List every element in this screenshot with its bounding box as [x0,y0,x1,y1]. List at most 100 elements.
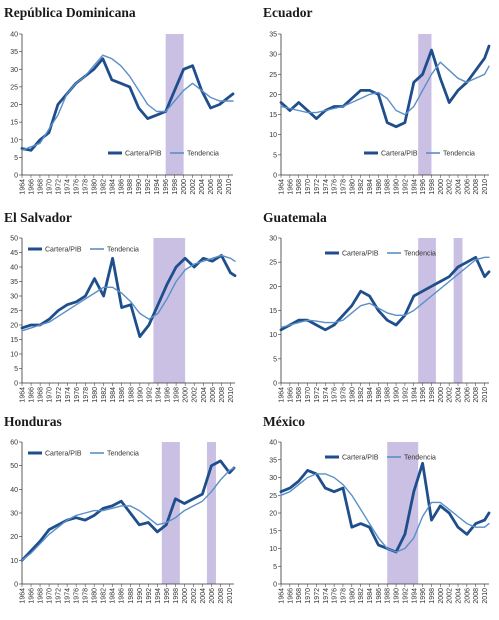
x-tick-label: 1988 [385,387,392,403]
x-tick-label: 1998 [429,588,436,604]
x-tick-label: 1968 [296,179,303,195]
x-tick-label: 2010 [482,387,489,403]
legend-label: Tendencia [107,451,139,458]
y-tick-label: 5 [273,152,277,159]
x-tick-label: 1998 [174,387,181,403]
x-tick-label: 1976 [74,387,81,403]
y-tick-label: 15 [269,308,277,315]
x-tick-label: 1992 [146,387,153,403]
shaded-period [418,238,436,383]
y-tick-label: 5 [273,356,277,363]
x-tick-label: 2000 [438,179,445,195]
x-tick-label: 2004 [201,387,208,403]
y-tick-label: 50 [10,463,18,470]
x-tick-label: 1974 [65,588,72,604]
x-tick-label: 2002 [191,588,198,604]
x-tick-label: 1970 [305,387,312,403]
x-tick-label: 2002 [192,387,199,403]
y-tick-label: 20 [269,92,277,99]
shaded-period [418,34,432,175]
x-tick-label: 1994 [155,588,162,604]
x-tick-label: 1982 [100,179,107,195]
x-tick-label: 2002 [447,179,454,195]
legend-label: Cartera/PIB [125,151,162,158]
y-tick-label: 15 [269,112,277,119]
x-tick-label: 1980 [349,588,356,604]
series-line-cartera [279,44,491,129]
x-tick-label: 1980 [92,387,99,403]
x-tick-label: 1964 [20,179,27,195]
x-tick-label: 1990 [394,387,401,403]
x-tick-label: 1984 [109,179,116,195]
legend-label: Cartera/PIB [342,455,379,462]
x-tick-label: 2000 [182,588,189,604]
y-tick-label: 60 [10,440,18,447]
x-tick-label: 2010 [227,588,234,604]
y-tick-label: 30 [10,294,18,301]
legend-label: Tendencia [443,151,475,158]
x-tick-label: 2008 [219,387,226,403]
x-tick-label: 1988 [128,588,135,604]
legend-label: Tendencia [404,251,436,258]
x-tick-label: 1984 [367,387,374,403]
x-tick-label: 1964 [20,588,27,604]
x-tick-label: 1968 [296,387,303,403]
y-tick-label: 10 [269,132,277,139]
y-tick-label: 0 [273,381,277,388]
x-tick-label: 2000 [438,387,445,403]
x-tick-label: 2006 [209,588,216,604]
x-tick-label: 2010 [228,387,235,403]
x-tick-label: 2008 [473,588,480,604]
x-tick-label: 1968 [38,387,45,403]
x-tick-label: 1978 [340,387,347,403]
y-tick-label: 25 [10,308,18,315]
series-line-cartera [20,459,236,562]
x-tick-label: 2000 [438,588,445,604]
x-tick-label: 1982 [101,588,108,604]
x-tick-label: 1978 [82,179,89,195]
y-tick-label: 20 [10,102,18,109]
series-line-tendencia [21,54,234,152]
y-tick-label: 15 [10,120,18,127]
y-tick-label: 45 [10,250,18,257]
x-tick-label: 1970 [305,179,312,195]
x-tick-label: 1992 [402,588,409,604]
x-tick-label: 2004 [199,179,206,195]
y-tick-label: 30 [269,52,277,59]
y-tick-label: 10 [269,546,277,553]
x-tick-label: 1980 [92,588,99,604]
x-tick-label: 1994 [411,387,418,403]
x-tick-label: 2008 [473,387,480,403]
x-tick-label: 1992 [402,387,409,403]
x-tick-label: 2004 [456,387,463,403]
x-tick-label: 2002 [447,588,454,604]
series-line-tendencia [280,256,490,329]
x-tick-label: 1968 [38,588,45,604]
x-tick-label: 1994 [155,387,162,403]
y-tick-label: 5 [14,155,18,162]
y-tick-label: 0 [14,173,18,180]
y-tick-label: 10 [10,352,18,359]
chart-title: República Dominicana [4,5,136,20]
x-tick-label: 2000 [183,387,190,403]
x-tick-label: 1996 [420,179,427,195]
x-tick-label: 1972 [56,588,63,604]
y-tick-label: 5 [273,564,277,571]
x-tick-label: 1986 [376,588,383,604]
shaded-period [206,442,216,584]
x-tick-label: 1978 [340,179,347,195]
x-tick-label: 1986 [119,588,126,604]
x-tick-label: 1972 [314,387,321,403]
x-tick-label: 1990 [394,179,401,195]
y-tick-label: 0 [273,173,277,180]
x-tick-label: 2002 [447,387,454,403]
series-line-tendencia [280,61,490,116]
chart-title: México [263,414,305,429]
shaded-period [153,238,186,383]
x-tick-label: 1986 [376,387,383,403]
x-tick-label: 2000 [181,179,188,195]
x-tick-label: 1996 [164,588,171,604]
x-tick-label: 2004 [200,588,207,604]
series-line-tendencia [21,467,235,561]
